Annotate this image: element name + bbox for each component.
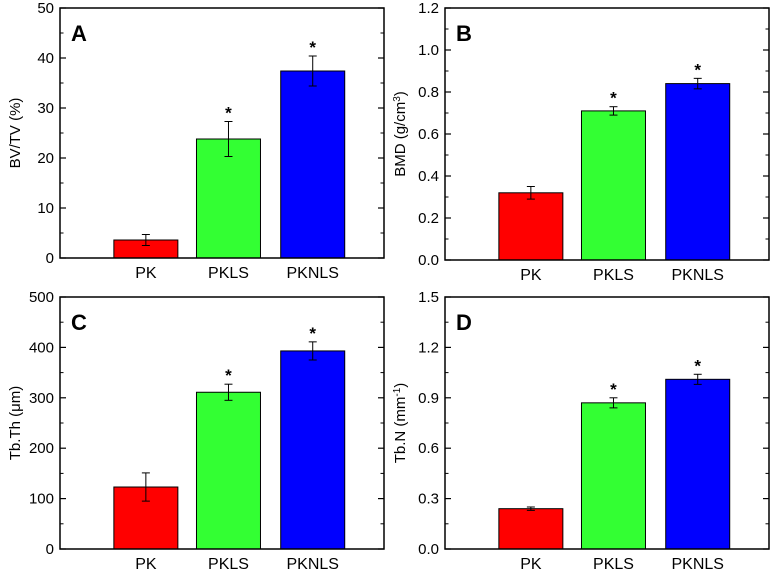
x-category-label: PK: [520, 267, 542, 284]
y-tick-label: 50: [37, 0, 54, 17]
y-axis-title: Tb.Th (μm): [7, 386, 24, 460]
y-axis-title: BV/TV (%): [7, 98, 24, 169]
significance-marker: *: [225, 104, 232, 123]
bar-pknls: [665, 378, 731, 550]
bar-pk: [498, 508, 564, 550]
plot-frame: [59, 7, 385, 259]
bar-pknls: [665, 83, 731, 261]
y-tick-label: 0.6: [418, 440, 439, 457]
x-category-label: PKNLS: [286, 556, 338, 573]
plot-frame: [444, 296, 770, 550]
y-axis-title-main: Tb.N (mm: [392, 397, 409, 464]
bar-pknls: [280, 70, 346, 259]
y-axis-title-main: BV/TV (%): [7, 98, 24, 169]
significance-marker: *: [694, 356, 701, 375]
y-tick-label: 0.9: [418, 390, 439, 407]
y-tick-label: 0.2: [418, 210, 439, 227]
y-axis-title-tail: ): [392, 383, 409, 388]
y-tick-label: 0.4: [418, 168, 439, 185]
bar-pkls: [195, 391, 261, 550]
plot-frame: [444, 7, 770, 261]
y-tick-label: 20: [37, 150, 54, 167]
bar-pkls: [580, 110, 646, 261]
panel-b: 0.0 0.2 0.4 0.6 0.8 1.0 1.2 PK * PKLS * PKNLS B BMD (…: [392, 0, 770, 284]
panel-label: B: [456, 21, 472, 46]
y-tick-label: 10: [37, 200, 54, 217]
y-tick-label: 200: [29, 440, 54, 457]
y-tick-label: 1.5: [418, 289, 439, 306]
panel-c: 0 100 200 300 400 500 PK * PKLS * PKNLS C Tb.Th (μm): [7, 289, 385, 573]
y-tick-label: 400: [29, 339, 54, 356]
x-category-label: PKLS: [208, 556, 249, 573]
x-category-label: PKNLS: [671, 556, 723, 573]
panel-a: 0 10 20 30 40 50 PK * PKLS * PKNLS A BV/TV (%): [7, 0, 385, 282]
x-category-label: PKLS: [208, 265, 249, 282]
y-axis-title: BMD (g/cm3): [392, 91, 410, 177]
y-tick-label: 0.0: [418, 252, 439, 269]
y-tick-label: 0.6: [418, 126, 439, 143]
x-category-label: PKNLS: [671, 267, 723, 284]
y-tick-label: 1.2: [418, 0, 439, 17]
significance-marker: *: [225, 366, 232, 385]
x-category-label: PKLS: [593, 267, 634, 284]
significance-marker: *: [309, 38, 316, 57]
y-tick-label: 500: [29, 289, 54, 306]
x-category-label: PK: [520, 556, 542, 573]
bar-pk: [498, 192, 564, 261]
y-axis-title-main: BMD (g/cm: [392, 102, 409, 177]
significance-marker: *: [694, 60, 701, 79]
y-axis-title-tail: ): [392, 91, 409, 96]
y-axis-title: Tb.N (mm-1): [392, 383, 410, 464]
y-tick-label: 0: [46, 541, 54, 558]
panel-label: D: [456, 310, 472, 335]
y-tick-label: 0.8: [418, 84, 439, 101]
y-tick-label: 300: [29, 390, 54, 407]
y-tick-label: 0: [46, 250, 54, 267]
y-tick-label: 0.3: [418, 491, 439, 508]
bar-pkls: [580, 402, 646, 550]
bar-pknls: [280, 350, 346, 550]
x-category-label: PKLS: [593, 556, 634, 573]
y-tick-label: 1.2: [418, 339, 439, 356]
y-tick-label: 30: [37, 100, 54, 117]
significance-marker: *: [610, 380, 617, 399]
x-category-label: PK: [135, 556, 157, 573]
significance-marker: *: [610, 89, 617, 108]
y-tick-label: 0.0: [418, 541, 439, 558]
y-tick-label: 40: [37, 50, 54, 67]
x-category-label: PK: [135, 265, 157, 282]
panel-label: C: [71, 310, 87, 335]
x-category-label: PKNLS: [286, 265, 338, 282]
bar-pkls: [195, 138, 261, 259]
panel-label: A: [71, 21, 87, 46]
plot-frame: [59, 296, 385, 550]
panel-d: 0.0 0.3 0.6 0.9 1.2 1.5 PK * PKLS * PKNLS D Tb.N (mm…: [392, 289, 770, 573]
y-axis-title-main: Tb.Th (μm): [7, 386, 24, 460]
y-tick-label: 100: [29, 491, 54, 508]
y-axis-title-superscript: 3: [392, 96, 403, 102]
significance-marker: *: [309, 324, 316, 343]
y-tick-label: 1.0: [418, 42, 439, 59]
y-axis-title-superscript: -1: [392, 387, 403, 396]
